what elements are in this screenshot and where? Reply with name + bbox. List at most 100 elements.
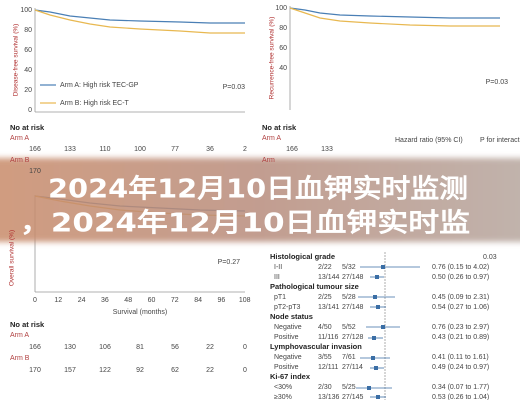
subgroup-label: ≥30% (274, 394, 292, 400)
at-risk-count: 122 (99, 367, 111, 374)
subgroup-label: Negative (274, 354, 302, 361)
arm-label: Arm B (10, 157, 30, 164)
x-tick-label: 84 (194, 297, 202, 304)
at-risk-count: 22 (206, 344, 214, 351)
arm-a-events: 13/144 (318, 274, 340, 281)
legend-entry: Arm B: High risk EC-T (60, 100, 130, 107)
banner: 2024年12月10日血钾实时监测 ，2024年12月10日血钾实时监 (20, 174, 470, 239)
subgroup-label: <30% (274, 384, 292, 391)
arm-a-events: 2/25 (318, 294, 332, 301)
x-axis-label: Survival (months) (113, 309, 167, 316)
arm-a-events: 13/136 (318, 394, 340, 400)
at-risk-count: 133 (64, 146, 76, 153)
column-header: P for interaction (480, 137, 520, 144)
y-tick-label: 100 (20, 7, 32, 14)
y-tick-label: 20 (24, 87, 32, 94)
arm-label: Arm A (10, 135, 29, 142)
subgroup-header: Histological grade (270, 252, 335, 261)
x-tick-label: 108 (239, 297, 251, 304)
arm-a-events: 3/55 (318, 354, 332, 361)
at-risk-count: 2 (243, 146, 247, 153)
at-risk-count: 56 (171, 344, 179, 351)
arm-a-events: 4/50 (318, 324, 332, 331)
arm-b-events: 27/148 (342, 274, 364, 281)
at-risk-count: 92 (136, 367, 144, 374)
p-value: P=0.03 (223, 84, 245, 91)
at-risk-count: 170 (29, 168, 41, 175)
hazard-ratio: 0.50 (0.26 to 0.97) (432, 274, 489, 281)
arm-b-events: 7/61 (342, 354, 356, 361)
arm-a-events: 2/22 (318, 264, 332, 271)
y-tick-label: 0 (28, 107, 32, 114)
at-risk-title: No at risk (262, 123, 297, 132)
p-value: P=0.27 (218, 259, 240, 266)
arm-b-events: 5/28 (342, 294, 356, 301)
at-risk-count: 106 (99, 344, 111, 351)
arm-a-events: 11/116 (318, 334, 338, 341)
legend-entry: Arm A: High risk TEC-GP (60, 82, 139, 89)
arm-label: Arm A (10, 332, 29, 339)
x-tick-label: 12 (54, 297, 62, 304)
arm-b-events: 27/128 (342, 334, 364, 341)
hazard-ratio: 0.49 (0.24 to 0.97) (432, 364, 489, 371)
x-tick-label: 60 (148, 297, 156, 304)
p-interaction: 0.03 (483, 254, 497, 261)
arm-label: Arm A (262, 135, 281, 142)
at-risk-count: 166 (29, 344, 41, 351)
at-risk-count: 77 (171, 146, 179, 153)
at-risk-title: No at risk (10, 320, 45, 329)
subgroup-label: pT1 (274, 294, 286, 301)
banner-line: ，2024年12月10日血钾实时监 (20, 208, 470, 239)
at-risk-count: 157 (64, 367, 76, 374)
hazard-ratio: 0.54 (0.27 to 1.06) (432, 304, 489, 311)
arm-b-events: 5/52 (342, 324, 356, 331)
at-risk-count: 22 (206, 367, 214, 374)
at-risk-count: 81 (136, 344, 144, 351)
arm-b-events: 5/25 (342, 384, 356, 391)
texts: Disease-free survival (%)100806040200Arm… (9, 5, 520, 400)
hazard-ratio: 0.34 (0.07 to 1.77) (432, 384, 489, 391)
arm-a-events: 2/30 (318, 384, 332, 391)
at-risk-count: 110 (99, 146, 110, 153)
at-risk-count: 133 (321, 146, 333, 153)
y-tick-label: 40 (279, 65, 287, 72)
arm-b-events: 27/145 (342, 394, 364, 400)
x-tick-label: 36 (101, 297, 109, 304)
arm-a-events: 12/111 (318, 364, 338, 371)
y-tick-label: 60 (279, 45, 287, 52)
hazard-ratio: 0.76 (0.15 to 4.02) (432, 264, 489, 271)
arm-a-events: 13/141 (318, 304, 340, 311)
subgroup-label: III (274, 274, 280, 281)
figure-lines (0, 6, 520, 400)
hazard-ratio: 0.53 (0.26 to 1.04) (432, 394, 489, 400)
at-risk-count: 166 (286, 146, 298, 153)
subgroup-label: Positive (274, 334, 299, 341)
arm-b-events: 5/32 (342, 264, 356, 271)
subgroup-header: Lymphovascular invasion (270, 342, 362, 351)
at-risk-count: 0 (243, 367, 247, 374)
hazard-ratio: 0.41 (0.11 to 1.61) (432, 354, 489, 361)
p-value: P=0.03 (486, 79, 508, 86)
hazard-ratio: 0.45 (0.09 to 2.31) (432, 294, 489, 301)
hazard-ratio: 0.43 (0.21 to 0.89) (432, 334, 489, 341)
y-tick-label: 40 (24, 67, 32, 74)
subgroup-header: Node status (270, 312, 313, 321)
at-risk-count: 166 (29, 146, 41, 153)
x-tick-label: 96 (218, 297, 226, 304)
at-risk-count: 62 (171, 367, 179, 374)
arm-b-events: 27/114 (342, 364, 363, 371)
y-tick-label: 60 (24, 47, 32, 54)
x-tick-label: 72 (171, 297, 179, 304)
y-axis-label: Overall survival (%) (9, 230, 16, 286)
x-tick-label: 0 (33, 297, 37, 304)
y-tick-label: 80 (279, 25, 287, 32)
subgroup-label: Positive (274, 364, 299, 371)
hazard-ratio: 0.76 (0.23 to 2.97) (432, 324, 489, 331)
subgroup-header: Pathological tumour size (270, 282, 359, 291)
arm-label: Arm B (10, 355, 30, 362)
at-risk-count: 130 (64, 344, 76, 351)
arm-label: Arm (262, 157, 275, 164)
column-header: Hazard ratio (95% CI) (395, 137, 463, 144)
y-axis-label: Disease-free survival (%) (13, 24, 20, 97)
